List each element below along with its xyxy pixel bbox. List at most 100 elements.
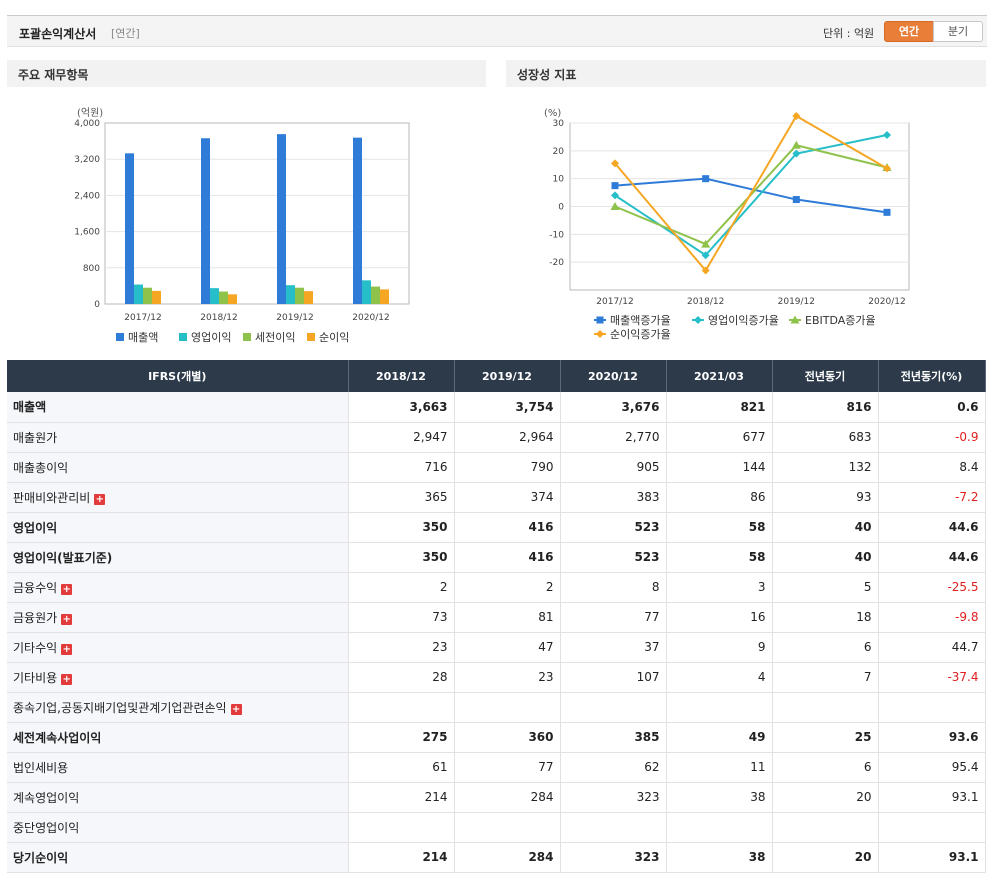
unit-label: 단위 : 억원 [823, 27, 875, 40]
data-point [596, 316, 604, 324]
row-label-cell: 판매비와관리비 + [7, 482, 349, 513]
bar [201, 138, 210, 304]
table-cell [772, 812, 879, 843]
y-tick-label: -20 [549, 258, 564, 268]
data-point [702, 175, 710, 183]
data-point [701, 251, 710, 260]
bar [210, 288, 219, 304]
annual-toggle-button[interactable]: 연간 [884, 21, 934, 42]
table-cell: 8.4 [878, 452, 986, 483]
row-label: 법인세비용 [13, 760, 69, 775]
table-cell: -7.2 [878, 482, 986, 513]
table-cell: 323 [560, 782, 667, 813]
table-cell [772, 691, 879, 723]
table-cell: 350 [348, 542, 455, 573]
data-point [694, 316, 702, 324]
table-cell: 144 [666, 452, 773, 483]
x-tick-label: 2019/12 [276, 313, 313, 323]
table-cell: 2,947 [348, 422, 455, 453]
data-point [611, 191, 619, 200]
table-row-income-tax: 법인세비용 61 77 62 11 6 95.4 [7, 752, 986, 783]
expand-plus-icon[interactable]: + [61, 643, 73, 655]
table-cell: 16 [666, 602, 773, 633]
table-cell [666, 812, 773, 843]
bar [380, 289, 389, 304]
table-cell: 86 [666, 482, 773, 513]
table-row-equity-method-gains: 종속기업,공동지배기업및관계기업관련손익 + [7, 691, 986, 723]
table-cell: 93.6 [878, 721, 986, 753]
row-label-cell: 법인세비용 [7, 752, 349, 783]
table-cell: 816 [772, 392, 879, 423]
y-tick-label: 0 [558, 203, 564, 213]
table-cell: 905 [560, 452, 667, 483]
table-cell: 3,676 [560, 392, 667, 423]
table-cell: 107 [560, 662, 667, 693]
table-row-cost-of-sales: 매출원가 2,947 2,964 2,770 677 683 -0.9 [7, 422, 986, 453]
data-point [610, 202, 620, 210]
legend-label: 매출액 [128, 331, 158, 344]
table-row-net-income: 당기순이익 214 284 323 38 20 93.1 [7, 841, 986, 873]
table-cell [878, 812, 986, 843]
row-label-cell: 당기순이익 [7, 841, 349, 873]
legend-label: 영업이익증가율 [708, 314, 779, 327]
table-cell: 44.6 [878, 511, 986, 543]
table-cell: 23 [348, 632, 455, 663]
col-header-prev-period: 전년동기 [772, 360, 879, 392]
legend-label: 순이익 [319, 331, 349, 344]
data-point [883, 164, 891, 173]
table-cell: 323 [560, 841, 667, 873]
table-cell: 20 [772, 782, 879, 813]
expand-plus-icon[interactable]: + [94, 493, 106, 505]
table-cell: 8 [560, 571, 667, 603]
expand-plus-icon[interactable]: + [230, 703, 242, 715]
bar [125, 153, 134, 304]
table-cell: -37.4 [878, 662, 986, 693]
table-cell: -9.8 [878, 602, 986, 633]
row-label-cell: 매출원가 [7, 422, 349, 453]
table-cell: 37 [560, 632, 667, 663]
table-row-revenue: 매출액 3,663 3,754 3,676 821 816 0.6 [7, 392, 986, 423]
bar [353, 137, 362, 304]
table-cell: 365 [348, 482, 455, 513]
row-label: 세전계속사업이익 [13, 730, 102, 745]
table-row-financial-costs: 금융원가 +73 81 77 16 18 -9.8 [7, 602, 986, 633]
expand-plus-icon[interactable]: + [61, 673, 73, 685]
y-tick-label: 30 [553, 119, 565, 129]
quarter-toggle-button[interactable]: 분기 [933, 21, 983, 42]
bar [277, 134, 286, 304]
col-header-2019: 2019/12 [454, 360, 561, 392]
table-cell: 5 [772, 571, 879, 603]
statement-title: 포괄손익계산서 [19, 27, 97, 41]
y-tick-label: 3,200 [74, 155, 100, 165]
table-cell: 2 [348, 571, 455, 603]
table-cell: 18 [772, 602, 879, 633]
table-cell [666, 691, 773, 723]
expand-plus-icon[interactable]: + [61, 583, 73, 595]
row-label: 매출총이익 [13, 460, 69, 475]
row-label: 매출원가 [13, 430, 58, 445]
x-tick-label: 2017/12 [596, 297, 633, 307]
table-cell: 38 [666, 841, 773, 873]
expand-plus-icon[interactable]: + [61, 613, 73, 625]
table-cell: 2 [454, 571, 561, 603]
table-cell: 77 [560, 602, 667, 633]
table-cell: 93.1 [878, 782, 986, 813]
table-cell [454, 691, 561, 723]
bar [295, 287, 304, 304]
row-label: 영업이익 [13, 520, 58, 535]
row-label: 당기순이익 [13, 850, 69, 865]
table-row-other-income: 기타수익 +23 47 37 9 6 44.7 [7, 632, 986, 663]
main-financials-panel-title: 주요 재무항목 [7, 60, 486, 87]
income-statement-table-wrapper: IFRS(개별) 2018/12 2019/12 2020/12 2021/03… [7, 360, 986, 873]
table-cell: 2,964 [454, 422, 561, 453]
y-axis-unit-label: (억원) [77, 107, 103, 119]
row-label: 중단영업이익 [13, 820, 80, 835]
table-cell: 77 [454, 752, 561, 783]
row-label-cell: 금융수익 + [7, 571, 349, 603]
table-cell: 20 [772, 841, 879, 873]
series-line [614, 177, 888, 214]
bar [228, 294, 237, 304]
row-label-cell: 기타수익 + [7, 632, 349, 663]
y-tick-label: 0 [94, 300, 100, 310]
col-header-ifrs: IFRS(개별) [7, 360, 349, 392]
